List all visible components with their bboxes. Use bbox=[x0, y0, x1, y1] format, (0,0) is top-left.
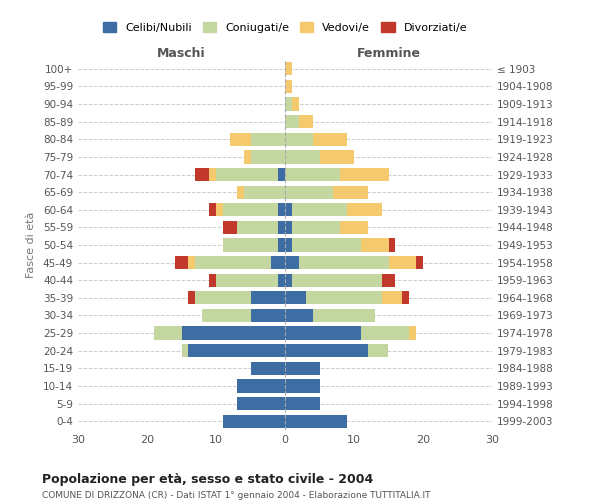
Bar bbox=[292, 203, 347, 216]
Bar bbox=[334, 186, 368, 198]
Bar bbox=[285, 238, 292, 252]
Bar bbox=[409, 326, 416, 340]
Bar bbox=[251, 309, 285, 322]
Bar bbox=[285, 186, 334, 198]
Bar bbox=[285, 221, 292, 234]
Bar bbox=[285, 98, 292, 110]
Bar bbox=[416, 256, 423, 269]
Bar bbox=[202, 309, 251, 322]
Bar bbox=[285, 80, 292, 93]
Bar bbox=[285, 326, 361, 340]
Bar bbox=[223, 203, 278, 216]
Bar bbox=[188, 291, 196, 304]
Bar bbox=[306, 291, 382, 304]
Bar bbox=[292, 98, 299, 110]
Text: Popolazione per età, sesso e stato civile - 2004: Popolazione per età, sesso e stato civil… bbox=[42, 472, 373, 486]
Bar bbox=[340, 221, 368, 234]
Bar bbox=[244, 150, 251, 164]
Bar bbox=[285, 344, 368, 358]
Text: Femmine: Femmine bbox=[356, 47, 421, 60]
Bar bbox=[299, 256, 389, 269]
Bar bbox=[251, 132, 285, 146]
Bar bbox=[285, 168, 340, 181]
Bar bbox=[285, 362, 320, 375]
Legend: Celibi/Nubili, Coniugati/e, Vedovi/e, Divorziati/e: Celibi/Nubili, Coniugati/e, Vedovi/e, Di… bbox=[98, 18, 472, 37]
Bar bbox=[285, 397, 320, 410]
Bar bbox=[285, 274, 292, 287]
Bar bbox=[237, 397, 285, 410]
Bar bbox=[382, 291, 402, 304]
Bar bbox=[209, 274, 216, 287]
Text: COMUNE DI DRIZZONA (CR) - Dati ISTAT 1° gennaio 2004 - Elaborazione TUTTITALIA.I: COMUNE DI DRIZZONA (CR) - Dati ISTAT 1° … bbox=[42, 491, 431, 500]
Bar bbox=[340, 168, 389, 181]
Bar bbox=[285, 150, 320, 164]
Bar bbox=[389, 256, 416, 269]
Bar bbox=[278, 168, 285, 181]
Bar bbox=[278, 238, 285, 252]
Bar bbox=[223, 414, 285, 428]
Bar bbox=[196, 291, 251, 304]
Bar bbox=[223, 221, 237, 234]
Bar bbox=[285, 291, 306, 304]
Bar bbox=[278, 221, 285, 234]
Bar bbox=[271, 256, 285, 269]
Bar bbox=[216, 168, 278, 181]
Bar bbox=[237, 186, 244, 198]
Bar bbox=[285, 132, 313, 146]
Bar bbox=[313, 309, 374, 322]
Bar bbox=[223, 238, 278, 252]
Bar bbox=[285, 115, 299, 128]
Bar bbox=[188, 256, 196, 269]
Bar bbox=[292, 238, 361, 252]
Bar bbox=[382, 274, 395, 287]
Bar bbox=[196, 168, 209, 181]
Bar bbox=[320, 150, 354, 164]
Bar bbox=[216, 203, 223, 216]
Bar bbox=[230, 132, 251, 146]
Bar bbox=[292, 274, 382, 287]
Bar bbox=[237, 380, 285, 392]
Bar bbox=[182, 344, 188, 358]
Text: Maschi: Maschi bbox=[157, 47, 206, 60]
Bar bbox=[251, 362, 285, 375]
Bar bbox=[278, 203, 285, 216]
Bar bbox=[278, 274, 285, 287]
Bar bbox=[285, 62, 292, 76]
Bar bbox=[251, 291, 285, 304]
Y-axis label: Fasce di età: Fasce di età bbox=[26, 212, 36, 278]
Bar bbox=[402, 291, 409, 304]
Bar bbox=[361, 238, 389, 252]
Bar bbox=[196, 256, 271, 269]
Bar bbox=[175, 256, 188, 269]
Bar bbox=[285, 256, 299, 269]
Bar bbox=[188, 344, 285, 358]
Bar bbox=[368, 344, 389, 358]
Bar bbox=[216, 274, 278, 287]
Bar bbox=[209, 168, 216, 181]
Bar bbox=[244, 186, 285, 198]
Bar bbox=[347, 203, 382, 216]
Bar bbox=[285, 380, 320, 392]
Bar bbox=[209, 203, 216, 216]
Bar bbox=[285, 203, 292, 216]
Bar bbox=[251, 150, 285, 164]
Bar bbox=[389, 238, 395, 252]
Bar bbox=[313, 132, 347, 146]
Bar bbox=[292, 221, 340, 234]
Bar bbox=[154, 326, 182, 340]
Bar bbox=[299, 115, 313, 128]
Bar bbox=[285, 414, 347, 428]
Bar bbox=[285, 309, 313, 322]
Bar bbox=[361, 326, 409, 340]
Bar bbox=[182, 326, 285, 340]
Bar bbox=[237, 221, 278, 234]
